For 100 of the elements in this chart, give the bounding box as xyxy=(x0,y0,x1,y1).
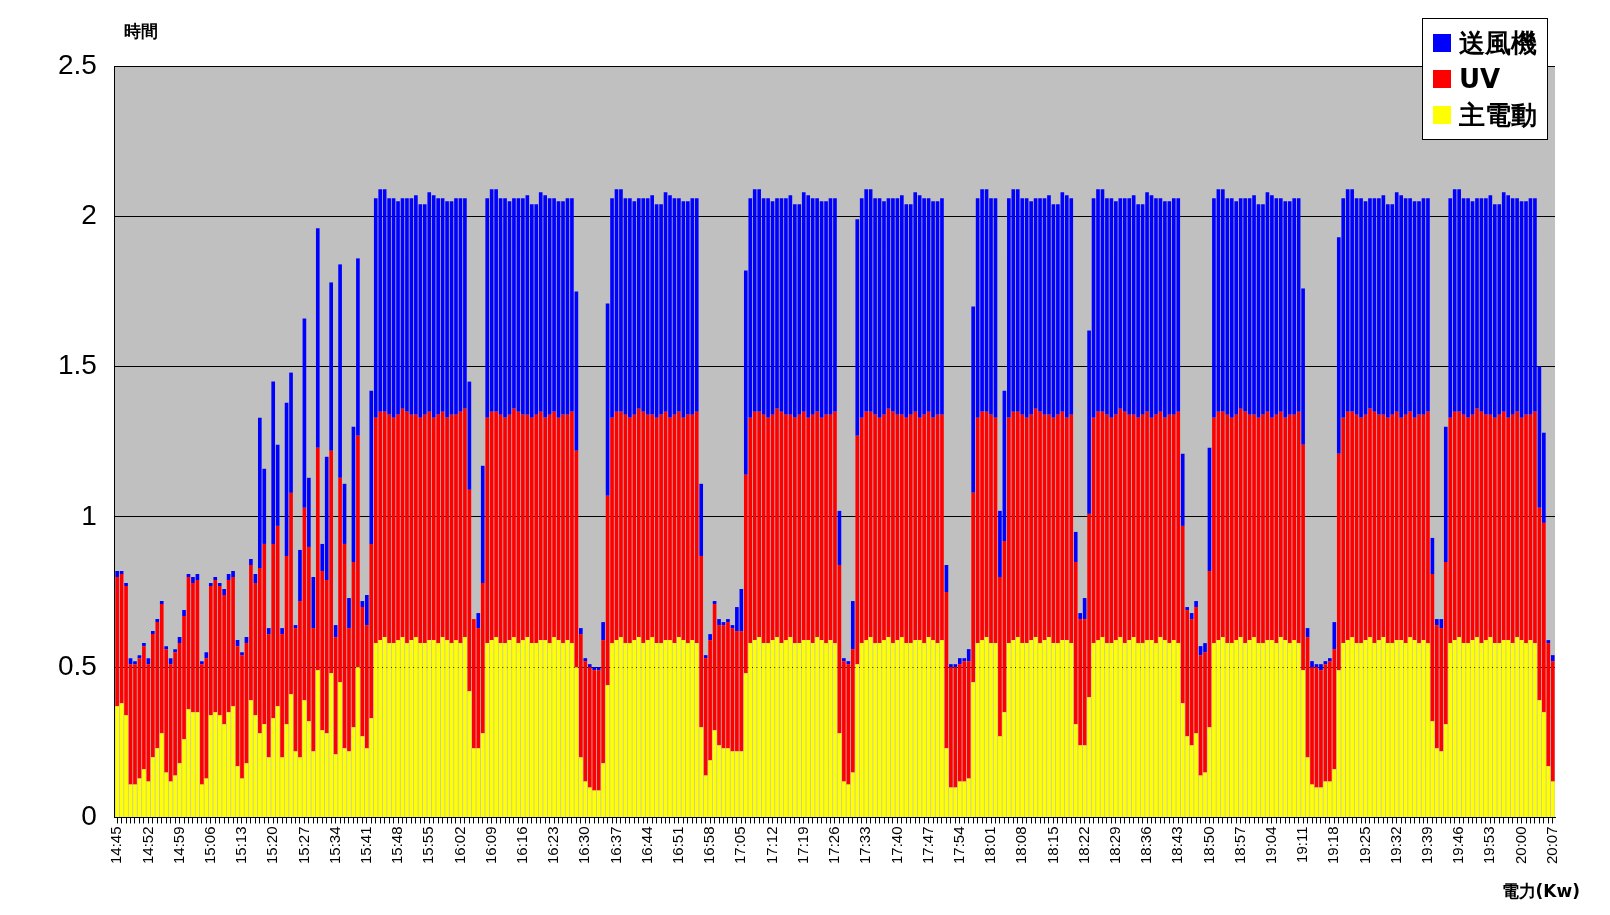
x-tick-label: 20:00 xyxy=(1511,826,1529,865)
x-tick-label: 18:50 xyxy=(1199,826,1217,865)
y-tick-label: 1 xyxy=(81,499,97,531)
bar xyxy=(1136,417,1140,644)
bar xyxy=(601,622,605,641)
bar xyxy=(454,414,458,641)
bar xyxy=(445,640,449,817)
bar xyxy=(191,577,195,584)
bar xyxy=(1484,198,1488,415)
bar xyxy=(521,640,525,817)
bar xyxy=(329,282,333,451)
bar xyxy=(503,643,507,817)
bar xyxy=(966,649,971,662)
bar xyxy=(726,748,730,817)
bar xyxy=(619,189,623,412)
bar xyxy=(258,417,262,568)
bar xyxy=(427,640,432,817)
bar xyxy=(708,634,712,641)
bar xyxy=(436,414,440,644)
x-tick-label: 16:02 xyxy=(450,826,468,865)
bar xyxy=(1171,414,1176,641)
bar xyxy=(1287,414,1292,644)
bar xyxy=(882,640,886,817)
bar xyxy=(1176,643,1181,817)
bar xyxy=(1457,189,1461,412)
bar xyxy=(1176,198,1181,412)
bar xyxy=(422,414,427,644)
bar xyxy=(917,640,922,817)
bar xyxy=(1024,198,1029,418)
bar xyxy=(262,724,267,817)
bar xyxy=(1229,417,1234,644)
bar xyxy=(815,637,819,817)
bar xyxy=(142,643,146,647)
bar xyxy=(824,201,828,415)
x-tick-label: 15:34 xyxy=(325,826,343,865)
bar xyxy=(173,649,177,653)
bar xyxy=(636,637,641,817)
bar xyxy=(1047,637,1051,817)
bar xyxy=(1350,637,1354,817)
x-tick-label: 15:27 xyxy=(294,826,312,865)
bar xyxy=(619,637,623,817)
bar xyxy=(1015,637,1020,817)
bar xyxy=(628,643,632,817)
bar xyxy=(1524,643,1528,817)
bar xyxy=(1524,201,1528,415)
bar xyxy=(1385,417,1390,644)
bar xyxy=(1145,411,1149,641)
bar xyxy=(1515,637,1519,817)
bar xyxy=(1501,411,1506,641)
bar xyxy=(1270,195,1274,418)
bar xyxy=(1064,640,1069,817)
x-tick-label: 15:48 xyxy=(388,826,406,865)
x-tick-label: 18:01 xyxy=(981,826,999,865)
bar xyxy=(1390,414,1395,644)
bar xyxy=(1024,417,1029,644)
bar xyxy=(1270,640,1274,817)
bar xyxy=(115,706,119,817)
bar xyxy=(222,589,226,596)
bar xyxy=(159,733,164,817)
bar xyxy=(115,570,119,577)
bar xyxy=(699,483,704,556)
bar xyxy=(1203,643,1207,653)
bar xyxy=(806,640,811,817)
bar xyxy=(534,414,539,644)
bar xyxy=(271,381,276,544)
bar xyxy=(543,195,547,418)
x-tick-label: 19:04 xyxy=(1262,826,1280,865)
bar xyxy=(766,198,770,418)
x-tick-label: 19:46 xyxy=(1449,826,1467,865)
bar xyxy=(1234,640,1239,817)
y-tick-label: 0.5 xyxy=(57,649,97,681)
bar xyxy=(213,580,218,713)
bar xyxy=(610,643,614,817)
bar xyxy=(1069,643,1074,817)
bar xyxy=(217,583,222,587)
bar xyxy=(1234,201,1239,415)
bar xyxy=(797,414,802,644)
bar xyxy=(690,640,695,817)
bar xyxy=(1064,195,1069,418)
bar xyxy=(422,643,427,817)
bar xyxy=(1475,637,1479,817)
bar xyxy=(1212,643,1216,817)
bar xyxy=(882,201,886,415)
bar xyxy=(917,195,922,418)
bar xyxy=(659,643,663,817)
bar xyxy=(561,643,565,817)
bar xyxy=(1359,417,1363,644)
bar xyxy=(240,652,244,656)
bar xyxy=(427,411,432,641)
bar xyxy=(579,628,583,635)
bar xyxy=(940,640,944,817)
bar xyxy=(766,643,770,817)
bar xyxy=(962,661,967,782)
bar xyxy=(1417,414,1421,644)
x-tick-label: 18:08 xyxy=(1012,826,1030,865)
x-tick-label: 16:16 xyxy=(513,826,531,865)
bar xyxy=(784,198,788,415)
bar xyxy=(1145,640,1149,817)
bar xyxy=(752,640,757,817)
bar xyxy=(213,577,218,580)
